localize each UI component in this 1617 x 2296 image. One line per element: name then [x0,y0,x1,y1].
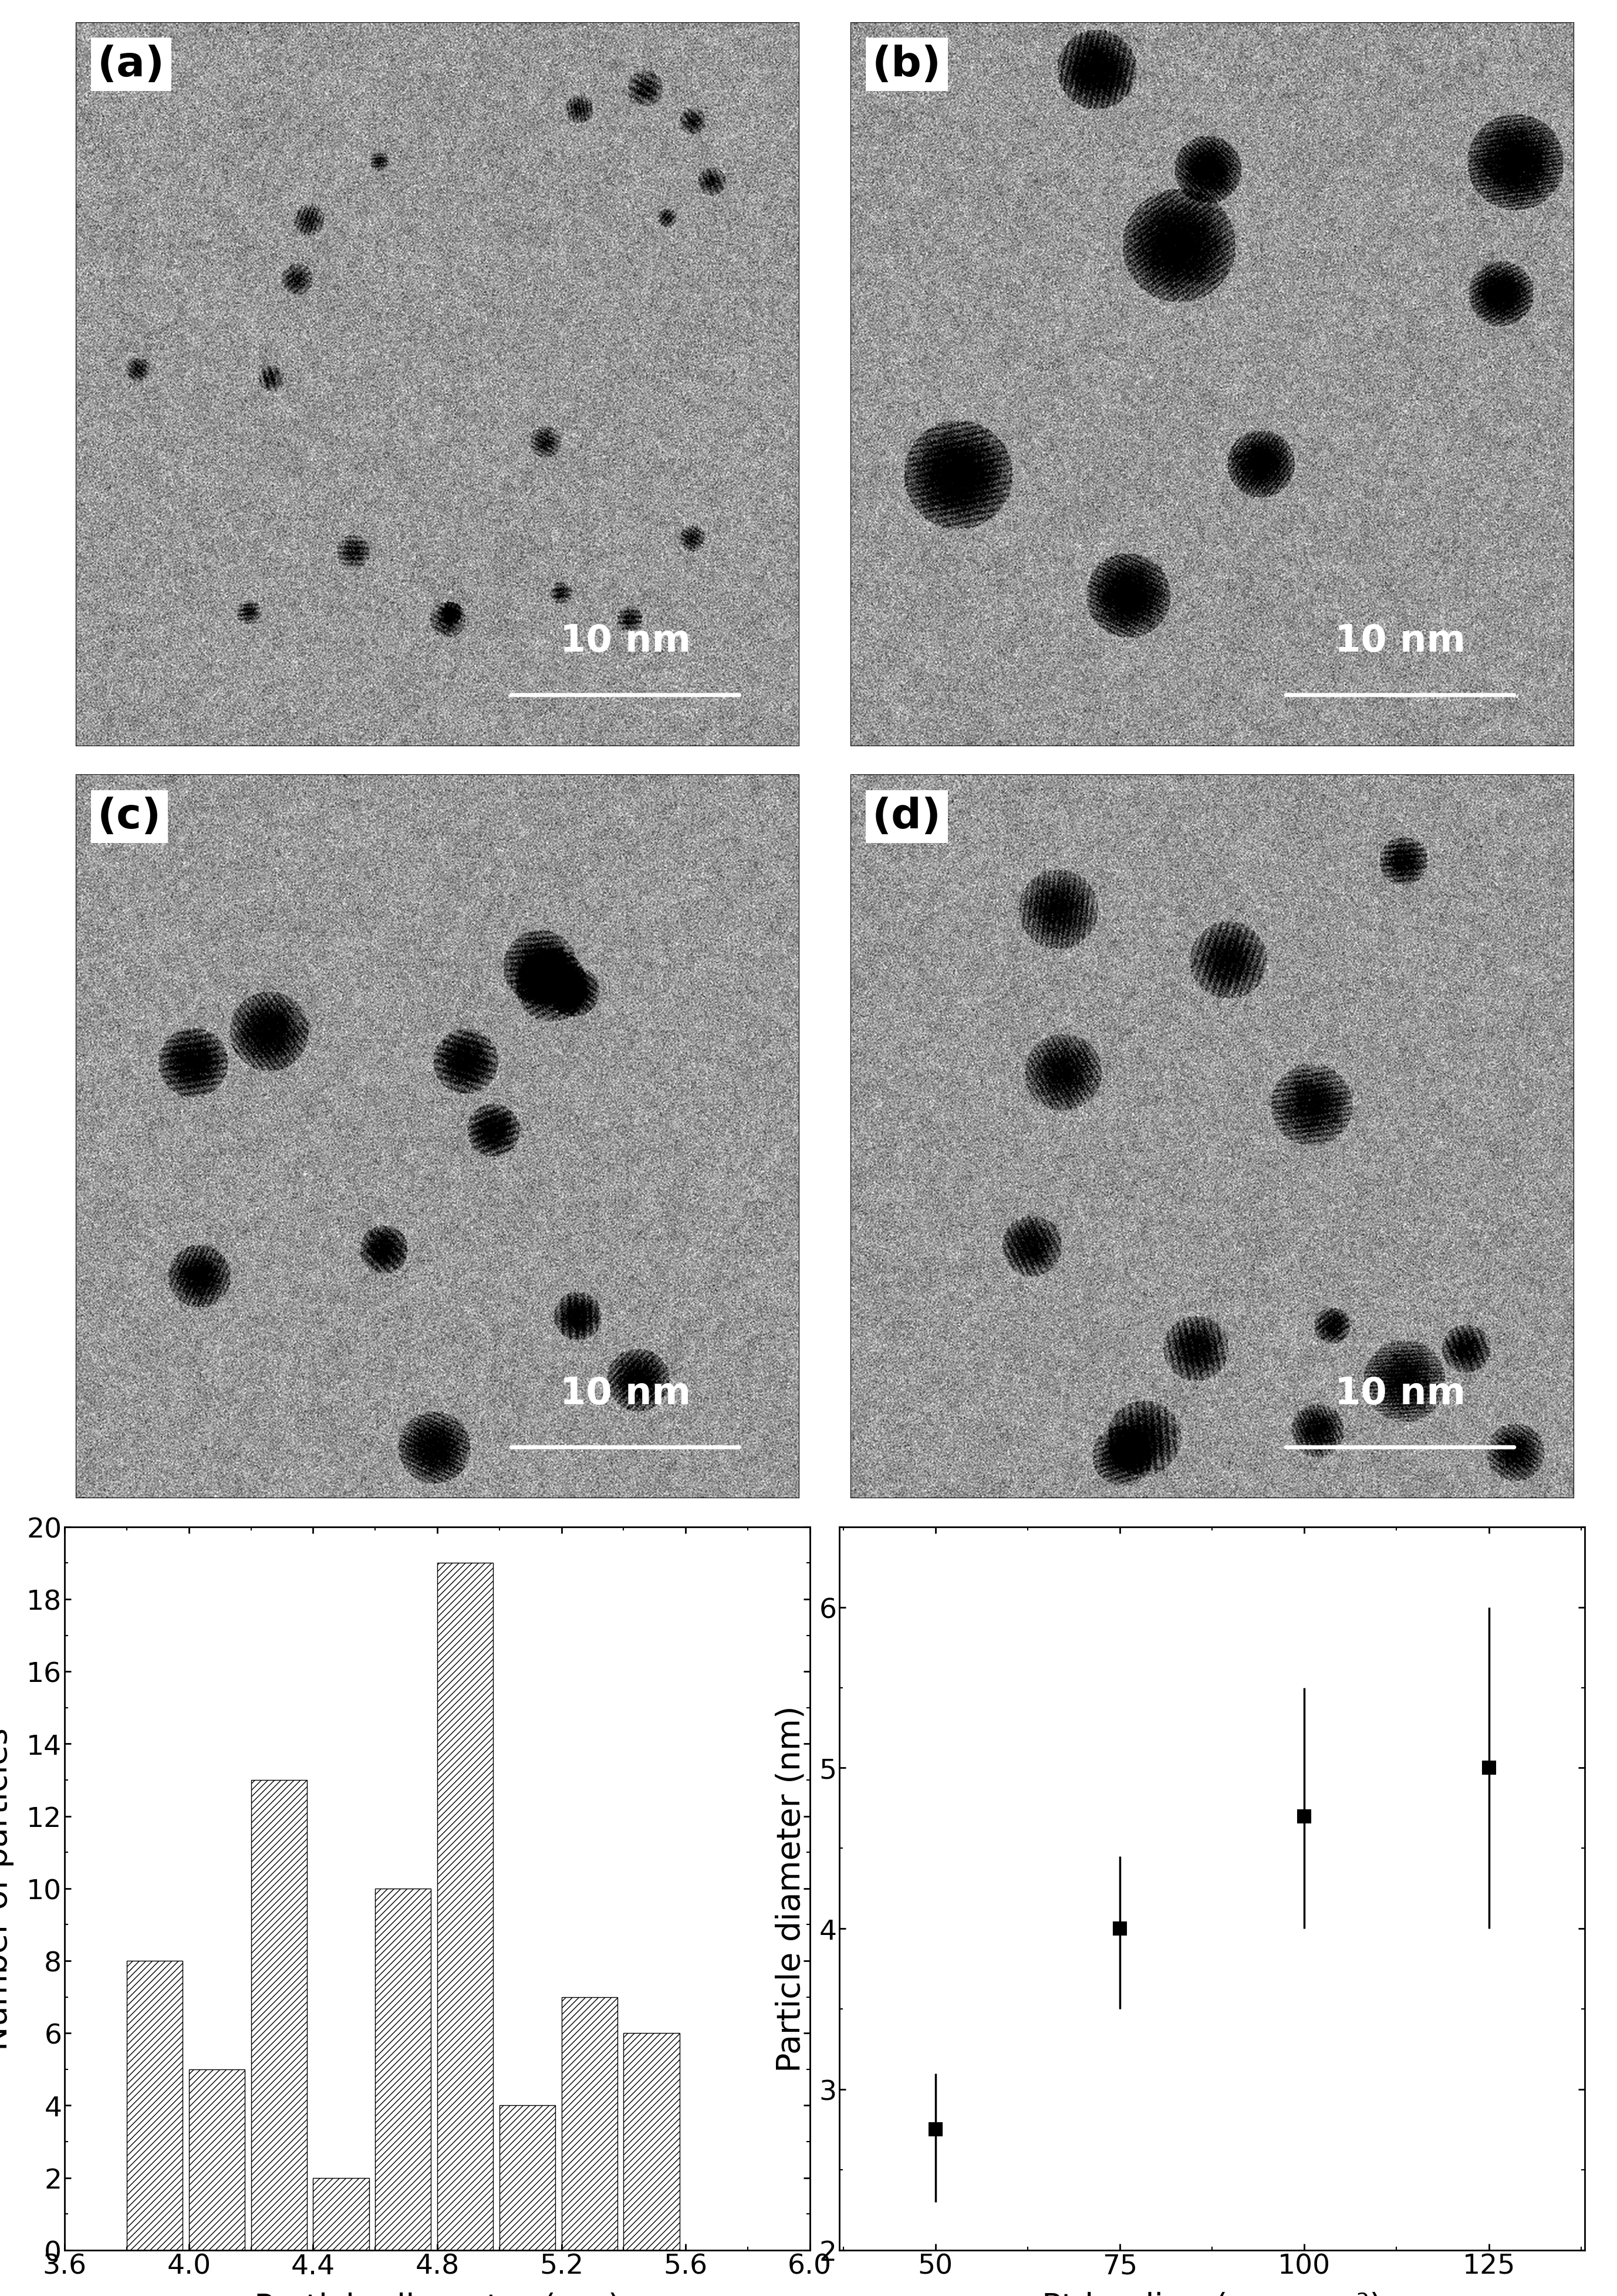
Y-axis label: Number of particles: Number of particles [0,1727,15,2050]
Text: 10 nm: 10 nm [559,622,690,659]
Text: (c): (c) [97,797,162,838]
Bar [624,2034,679,2250]
Bar [189,2069,244,2250]
X-axis label: Particle diameter (nm): Particle diameter (nm) [254,2291,621,2296]
Text: (b): (b) [872,44,941,85]
Text: 10 nm: 10 nm [1334,622,1465,659]
Text: 10 nm: 10 nm [559,1375,690,1412]
X-axis label: Pt loading (μ g cm⁻²): Pt loading (μ g cm⁻²) [1041,2291,1383,2296]
Bar [314,2179,369,2250]
Bar [500,2105,555,2250]
Text: (d): (d) [872,797,941,838]
Text: 10 nm: 10 nm [1334,1375,1465,1412]
Bar [126,1961,183,2250]
Bar [251,1779,307,2250]
Y-axis label: Particle diameter (nm): Particle diameter (nm) [775,1706,807,2071]
Bar [375,1890,432,2250]
Text: (a): (a) [97,44,165,85]
Bar [437,1564,493,2250]
Bar [561,1998,618,2250]
